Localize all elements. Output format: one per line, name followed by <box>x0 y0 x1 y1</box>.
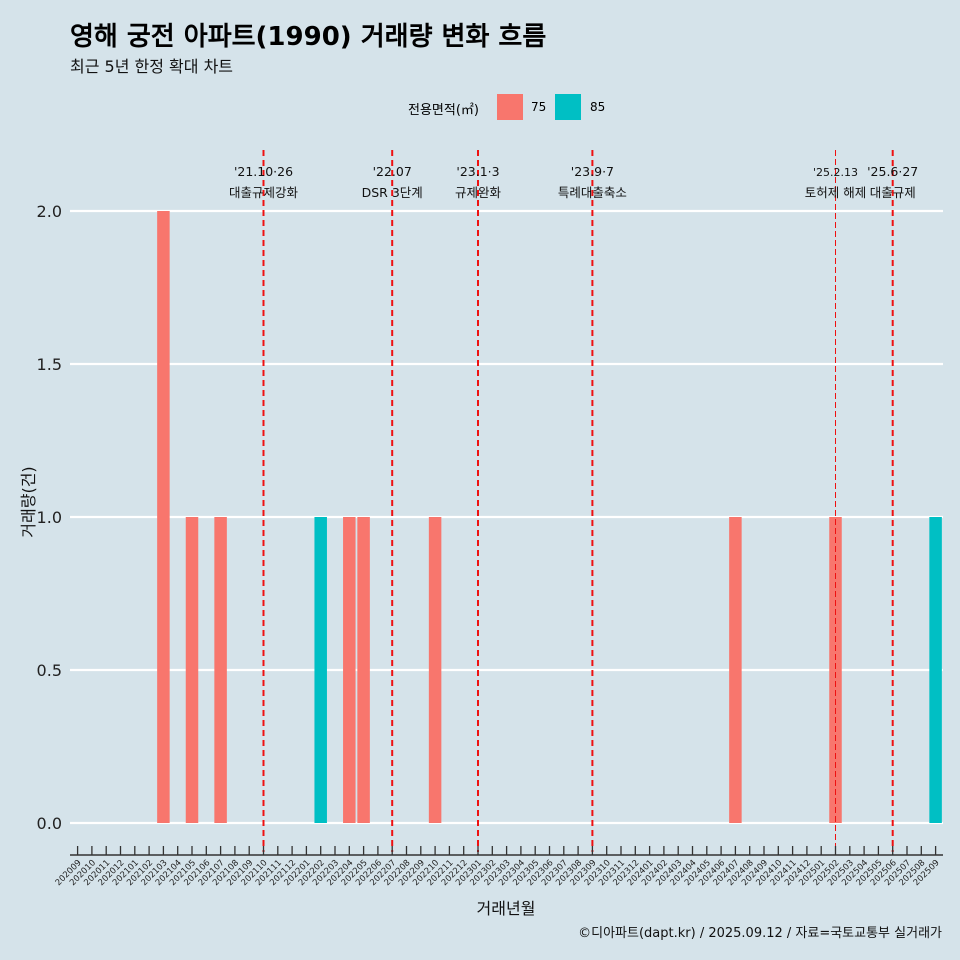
bar-75-202407 <box>729 517 742 823</box>
x-axis-title: 거래년월 <box>477 899 536 918</box>
bar-75-202105 <box>185 517 199 823</box>
bar-85-202509 <box>929 517 942 823</box>
source-caption: ©디아파트(dapt.kr) / 2025.09.12 / 자료=국토교통부 실… <box>578 926 942 941</box>
legend: 전용면적(㎡) 75 85 <box>0 94 960 122</box>
chart-subtitle: 최근 5년 한정 확대 차트 <box>70 57 234 76</box>
bar-85-202202 <box>314 517 327 823</box>
bar-75-202502 <box>829 517 842 823</box>
y-tick-label: 2.0 <box>37 202 62 221</box>
y-tick-label: 1.5 <box>37 355 62 374</box>
y-axis-title: 거래량(건) <box>19 466 38 537</box>
legend-label-75: 75 <box>531 100 547 114</box>
bar-75-202205 <box>357 517 370 823</box>
bar-75-202210 <box>428 517 442 823</box>
event-date-label: '23.9·7 <box>571 164 614 179</box>
legend-swatch-75 <box>497 94 523 120</box>
chart-title: 영해 궁전 아파트(1990) 거래량 변화 흐름 <box>70 22 547 52</box>
bar-75-202103 <box>157 211 170 823</box>
event-date-label: '23.1·3 <box>456 164 499 179</box>
event-name-label: 특례대출축소 <box>558 185 627 200</box>
legend-label-85: 85 <box>590 100 606 114</box>
y-tick-label: 0.5 <box>37 661 62 680</box>
event-date-label: '21.10·26 <box>234 164 293 179</box>
y-tick-label: 1.0 <box>37 508 62 527</box>
bar-75-202107 <box>214 517 227 823</box>
event-name-label: 대출규제 <box>870 185 916 200</box>
event-name-label: 토허제 해제 <box>805 185 866 200</box>
event-name-label: 규제완화 <box>455 185 502 200</box>
legend-title: 전용면적(㎡) <box>408 103 479 118</box>
event-date-label: '25.2.13 <box>813 166 858 179</box>
y-tick-label: 0.0 <box>37 814 62 833</box>
legend-swatch-85 <box>555 94 581 120</box>
event-date-label: '25.6·27 <box>867 164 918 179</box>
event-name-label: 대출규제강화 <box>229 185 299 200</box>
event-date-label: '22.07 <box>373 164 412 179</box>
event-name-label: DSR 3단계 <box>362 185 423 200</box>
bar-75-202204 <box>343 517 356 823</box>
